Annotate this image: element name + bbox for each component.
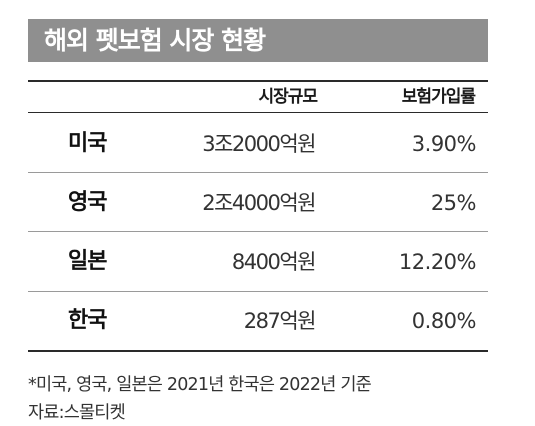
header-insurance-rate: 보험가입률 — [401, 87, 476, 107]
source-note: 자료:스몰티켓 — [28, 403, 126, 423]
page-title: 해외 펫보험 시장 현황 — [44, 26, 266, 55]
country-cell: 일본 — [68, 249, 107, 274]
row-divider — [28, 231, 488, 232]
row-divider — [28, 172, 488, 173]
country-cell: 영국 — [68, 190, 107, 215]
insurance-rate-cell: 0.80% — [411, 309, 477, 333]
market-size-cell: 2조4000억원 — [202, 191, 316, 215]
title-bar: 해외 펫보험 시장 현황 — [28, 19, 488, 62]
country-cell: 미국 — [68, 131, 107, 156]
market-size-cell: 287억원 — [243, 309, 317, 333]
market-size-cell: 8400억원 — [231, 250, 317, 274]
country-cell: 한국 — [68, 308, 107, 333]
table-bottom-rule — [28, 350, 488, 352]
header-market-size: 시장규모 — [258, 87, 318, 107]
insurance-rate-cell: 3.90% — [411, 132, 477, 156]
row-divider — [28, 291, 488, 292]
insurance-rate-cell: 12.20% — [398, 250, 477, 274]
footnote: *미국, 영국, 일본은 2021년 한국은 2022년 기준 — [28, 375, 372, 395]
insurance-rate-cell: 25% — [430, 191, 477, 215]
table-top-rule — [28, 80, 488, 82]
market-size-cell: 3조2000억원 — [202, 132, 316, 156]
table-header-rule — [28, 112, 488, 113]
